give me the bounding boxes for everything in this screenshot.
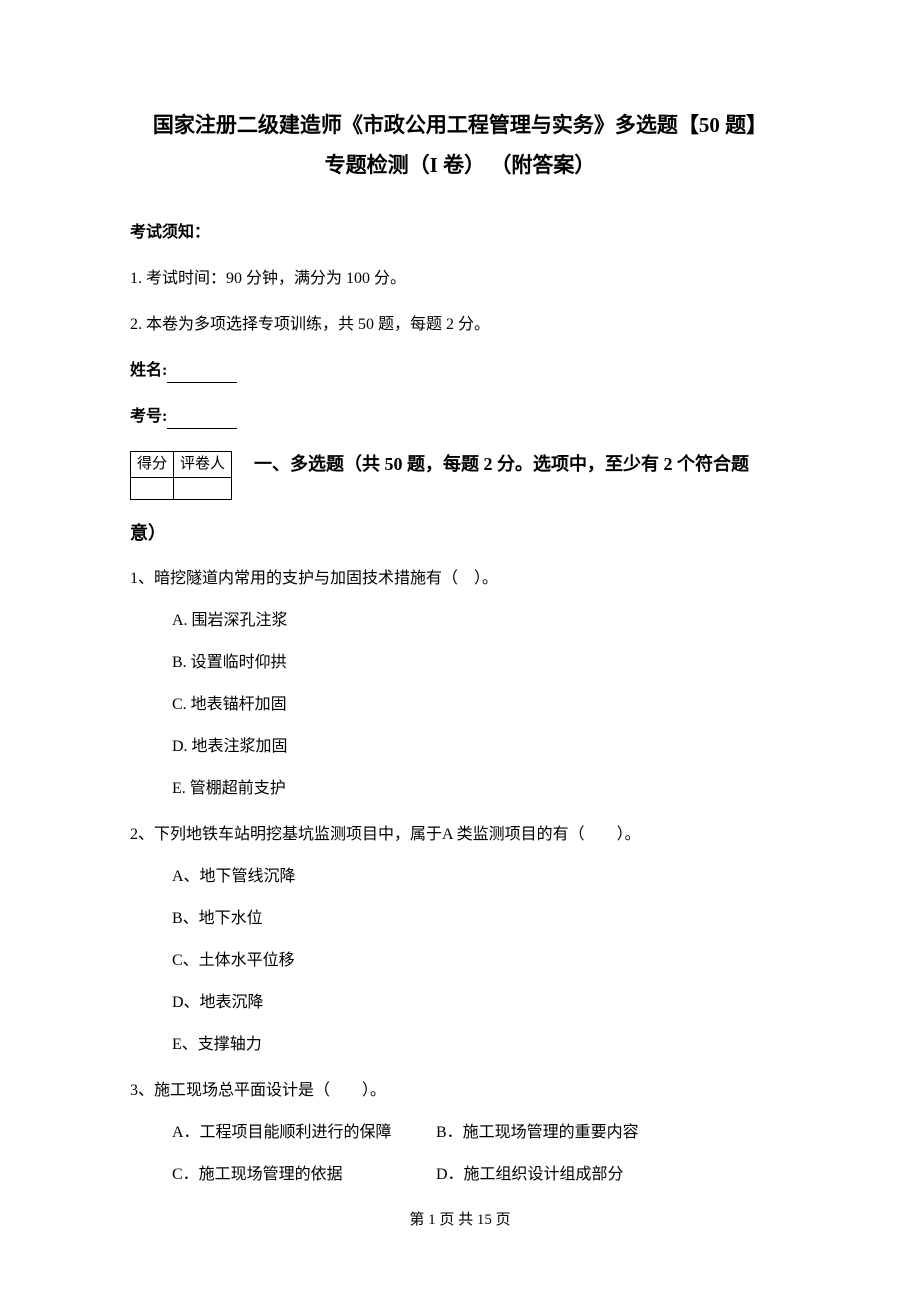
question-1: 1、暗挖隧道内常用的支护与加固技术措施有（ ）。 A. 围岩深孔注浆 B. 设置…: [130, 567, 790, 801]
instruction-item: 2. 本卷为多项选择专项训练，共 50 题，每题 2 分。: [130, 313, 790, 337]
section-heading-line1: 一、多选题（共 50 题，每题 2 分。选项中，至少有 2 个符合题: [254, 454, 749, 474]
question-option: C、土体水平位移: [130, 949, 790, 973]
page-footer: 第 1 页 共 15 页: [130, 1209, 790, 1232]
exam-no-label: 考号:: [130, 408, 167, 425]
score-header-grader: 评卷人: [174, 452, 232, 478]
instruction-item: 1. 考试时间：90 分钟，满分为 100 分。: [130, 267, 790, 291]
question-option: D. 地表注浆加固: [130, 735, 790, 759]
question-option: B．施工现场管理的重要内容: [436, 1124, 639, 1141]
score-cell-grader[interactable]: [174, 477, 232, 499]
score-table: 得分 评卷人: [130, 451, 232, 500]
question-option: A. 围岩深孔注浆: [130, 609, 790, 633]
doc-title-line1: 国家注册二级建造师《市政公用工程管理与实务》多选题【50 题】: [130, 110, 790, 142]
question-option: D、地表沉降: [130, 991, 790, 1015]
score-header-score: 得分: [131, 452, 174, 478]
question-option: B、地下水位: [130, 907, 790, 931]
question-option: B. 设置临时仰拱: [130, 651, 790, 675]
question-option: C．施工现场管理的依据: [172, 1163, 432, 1187]
question-option: A、地下管线沉降: [130, 865, 790, 889]
question-option: D．施工组织设计组成部分: [436, 1166, 624, 1183]
question-stem: 2、下列地铁车站明挖基坑监测项目中，属于A 类监测项目的有（ ）。: [130, 823, 790, 847]
question-option-row: A．工程项目能顺利进行的保障 B．施工现场管理的重要内容: [130, 1121, 790, 1145]
doc-title-line2: 专题检测（I 卷） （附答案）: [130, 150, 790, 182]
name-input-line[interactable]: [167, 369, 237, 383]
question-stem: 3、施工现场总平面设计是（ ）。: [130, 1079, 790, 1103]
name-field-row: 姓名:: [130, 359, 790, 383]
score-cell-score[interactable]: [131, 477, 174, 499]
exam-no-input-line[interactable]: [167, 415, 237, 429]
question-option: C. 地表锚杆加固: [130, 693, 790, 717]
instructions-header: 考试须知：: [130, 221, 790, 245]
question-2: 2、下列地铁车站明挖基坑监测项目中，属于A 类监测项目的有（ ）。 A、地下管线…: [130, 823, 790, 1057]
name-label: 姓名:: [130, 362, 167, 379]
question-option: E. 管棚超前支护: [130, 777, 790, 801]
question-stem: 1、暗挖隧道内常用的支护与加固技术措施有（ ）。: [130, 567, 790, 591]
question-option: E、支撑轴力: [130, 1033, 790, 1057]
section-heading-line2: 意）: [130, 520, 790, 547]
exam-no-field-row: 考号:: [130, 405, 790, 429]
question-option-row: C．施工现场管理的依据 D．施工组织设计组成部分: [130, 1163, 790, 1187]
score-and-section-heading: 得分 评卷人 一、多选题（共 50 题，每题 2 分。选项中，至少有 2 个符合…: [130, 451, 790, 500]
question-3: 3、施工现场总平面设计是（ ）。 A．工程项目能顺利进行的保障 B．施工现场管理…: [130, 1079, 790, 1187]
question-option: A．工程项目能顺利进行的保障: [172, 1121, 432, 1145]
